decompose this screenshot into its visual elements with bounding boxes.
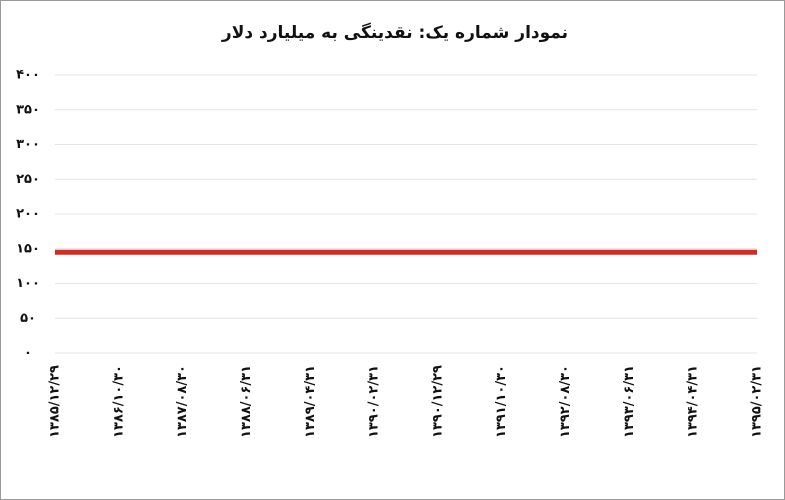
x-tick-label: ۱۳۸۵/۱۲/۲۹ (48, 365, 63, 438)
y-tick-label: ۱۰۰ (16, 276, 40, 291)
x-tick-label: ۱۳۸۹/۰۴/۳۱ (303, 365, 318, 438)
chart-title: نمودار شماره یک: نقدینگی به میلیارد دلار (221, 22, 568, 43)
x-tick-label: ۱۳۹۴/۰۴/۳۱ (686, 365, 701, 438)
x-tick-label: ۱۳۹۰/۱۲/۲۹ (430, 365, 445, 438)
y-tick-label: ۳۰۰ (16, 137, 40, 152)
x-tick-label: ۱۳۸۸/۰۶/۳۱ (239, 365, 254, 438)
y-tick-label: ۰ (24, 346, 32, 361)
x-tick-label: ۱۳۹۲/۰۸/۳۰ (558, 365, 573, 438)
y-tick-label: ۵۰ (20, 311, 36, 326)
x-tick-label: ۱۳۹۳/۰۶/۳۱ (622, 365, 637, 438)
x-tick-label: ۱۳۸۶/۱۰/۳۰ (111, 365, 126, 438)
y-tick-label: ۲۵۰ (16, 172, 40, 187)
y-tick-label: ۳۵۰ (16, 102, 40, 117)
x-tick-label: ۱۳۹۱/۱۰/۳۰ (494, 365, 509, 438)
x-tick-label: ۱۳۹۰/۰۲/۳۱ (367, 365, 382, 438)
y-tick-label: ۴۰۰ (16, 68, 40, 83)
x-tick-label: ۱۳۸۷/۰۸/۳۰ (175, 365, 190, 438)
y-tick-label: ۱۵۰ (16, 241, 40, 256)
x-tick-label: ۱۳۹۵/۰۲/۳۱ (750, 365, 765, 438)
y-tick-label: ۲۰۰ (16, 207, 40, 222)
